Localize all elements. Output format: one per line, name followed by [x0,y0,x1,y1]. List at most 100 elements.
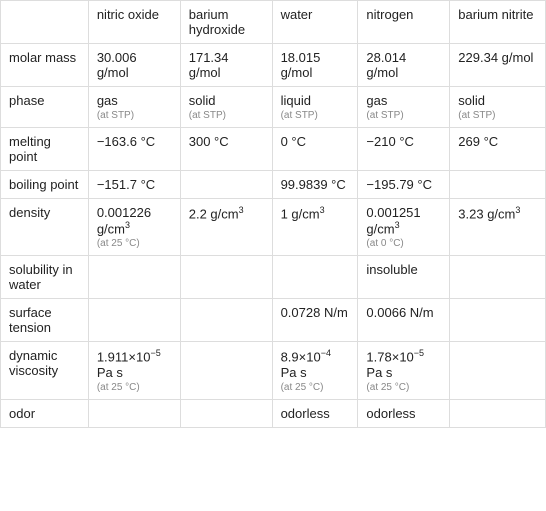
cell [450,171,546,199]
header-water: water [272,1,358,44]
cell-sub: (at STP) [366,110,441,121]
table-row: odor odorless odorless [1,399,546,427]
cell-value: 3.23 g/cm3 [458,205,537,221]
cell-sub: (at STP) [458,110,537,121]
row-header-melting-point: melting point [1,128,89,171]
row-header-odor: odor [1,399,89,427]
cell: 18.015 g/mol [272,44,358,87]
cell-sub: (at 25 °C) [97,382,172,393]
cell: −195.79 °C [358,171,450,199]
cell: −210 °C [358,128,450,171]
header-barium-nitrite: barium nitrite [450,1,546,44]
cell-value: gas [366,93,441,108]
cell-sub: (at 25 °C) [281,382,350,393]
cell-value: 18.015 g/mol [281,50,350,80]
cell: 8.9×10−4 Pa s (at 25 °C) [272,342,358,399]
cell [88,299,180,342]
cell [450,399,546,427]
cell-value: liquid [281,93,350,108]
cell: 0.001251 g/cm3 (at 0 °C) [358,199,450,256]
cell-value: 171.34 g/mol [189,50,264,80]
cell: 229.34 g/mol [450,44,546,87]
properties-table: nitric oxidebarium hydroxidewaternitroge… [0,0,546,428]
cell: 1 g/cm3 [272,199,358,256]
cell: gas (at STP) [358,87,450,128]
cell-value: 0.0728 N/m [281,305,350,320]
cell-value: 30.006 g/mol [97,50,172,80]
cell: odorless [358,399,450,427]
cell-sub: (at STP) [281,110,350,121]
table-row: dynamic viscosity 1.911×10−5 Pa s (at 25 °… [1,342,546,399]
cell [180,171,272,199]
cell: 1.78×10−5 Pa s (at 25 °C) [358,342,450,399]
cell: 269 °C [450,128,546,171]
cell: liquid (at STP) [272,87,358,128]
cell-value: −210 °C [366,134,441,149]
cell-value: gas [97,93,172,108]
cell-value: 2.2 g/cm3 [189,205,264,221]
cell: insoluble [358,256,450,299]
row-header-solubility-in-water: solubility in water [1,256,89,299]
table-row: phasegas(at STP)solid(at STP)liquid(at S… [1,87,546,128]
cell-value: insoluble [366,262,441,277]
cell [180,399,272,427]
cell-value: 1.78×10−5 Pa s [366,348,441,379]
cell: 0.0066 N/m [358,299,450,342]
cell: 2.2 g/cm3 [180,199,272,256]
cell-value: −195.79 °C [366,177,441,192]
cell [88,256,180,299]
row-header-density: density [1,199,89,256]
cell: odorless [272,399,358,427]
cell: −163.6 °C [88,128,180,171]
cell: 28.014 g/mol [358,44,450,87]
cell [88,399,180,427]
cell-sub: (at STP) [97,110,172,121]
cell-value: 0.001226 g/cm3 [97,205,172,236]
cell [272,256,358,299]
header-row: nitric oxidebarium hydroxidewaternitroge… [1,1,546,44]
cell-value: 1 g/cm3 [281,205,350,221]
cell-value: odorless [366,406,441,421]
cell-sub: (at STP) [189,110,264,121]
cell-value: 99.9839 °C [281,177,350,192]
cell: solid(at STP) [180,87,272,128]
cell-value: −151.7 °C [97,177,172,192]
cell-value: 300 °C [189,134,264,149]
cell: 0.0728 N/m [272,299,358,342]
cell-value: solid [458,93,537,108]
cell: 300 °C [180,128,272,171]
table-row: melting point−163.6 °C300 °C0 °C−210 °C2… [1,128,546,171]
cell: 1.911×10−5 Pa s (at 25 °C) [88,342,180,399]
cell [450,299,546,342]
cell: 3.23 g/cm3 [450,199,546,256]
row-header-phase: phase [1,87,89,128]
cell: 171.34 g/mol [180,44,272,87]
header-barium-hydroxide: barium hydroxide [180,1,272,44]
cell-value: 269 °C [458,134,537,149]
cell-value: 0.001251 g/cm3 [366,205,441,236]
row-header-dynamic-viscosity: dynamic viscosity [1,342,89,399]
table-head: nitric oxidebarium hydroxidewaternitroge… [1,1,546,44]
cell-sub: (at 25 °C) [366,382,441,393]
cell: −151.7 °C [88,171,180,199]
cell-value: 8.9×10−4 Pa s [281,348,350,379]
cell-value: −163.6 °C [97,134,172,149]
cell-sub: (at 0 °C) [366,238,441,249]
cell [180,256,272,299]
cell-sub: (at 25 °C) [97,238,172,249]
cell [180,299,272,342]
table-row: molar mass30.006 g/mol171.34 g/mol18.015… [1,44,546,87]
cell: 99.9839 °C [272,171,358,199]
cell-value: 28.014 g/mol [366,50,441,80]
cell: 0.001226 g/cm3 (at 25 °C) [88,199,180,256]
cell-value: 1.911×10−5 Pa s [97,348,172,379]
cell [450,342,546,399]
row-header-surface-tension: surface tension [1,299,89,342]
cell-value: 229.34 g/mol [458,50,537,65]
header-empty [1,1,89,44]
table-body: molar mass30.006 g/mol171.34 g/mol18.015… [1,44,546,428]
cell: 30.006 g/mol [88,44,180,87]
cell-value: odorless [281,406,350,421]
row-header-boiling-point: boiling point [1,171,89,199]
cell [180,342,272,399]
